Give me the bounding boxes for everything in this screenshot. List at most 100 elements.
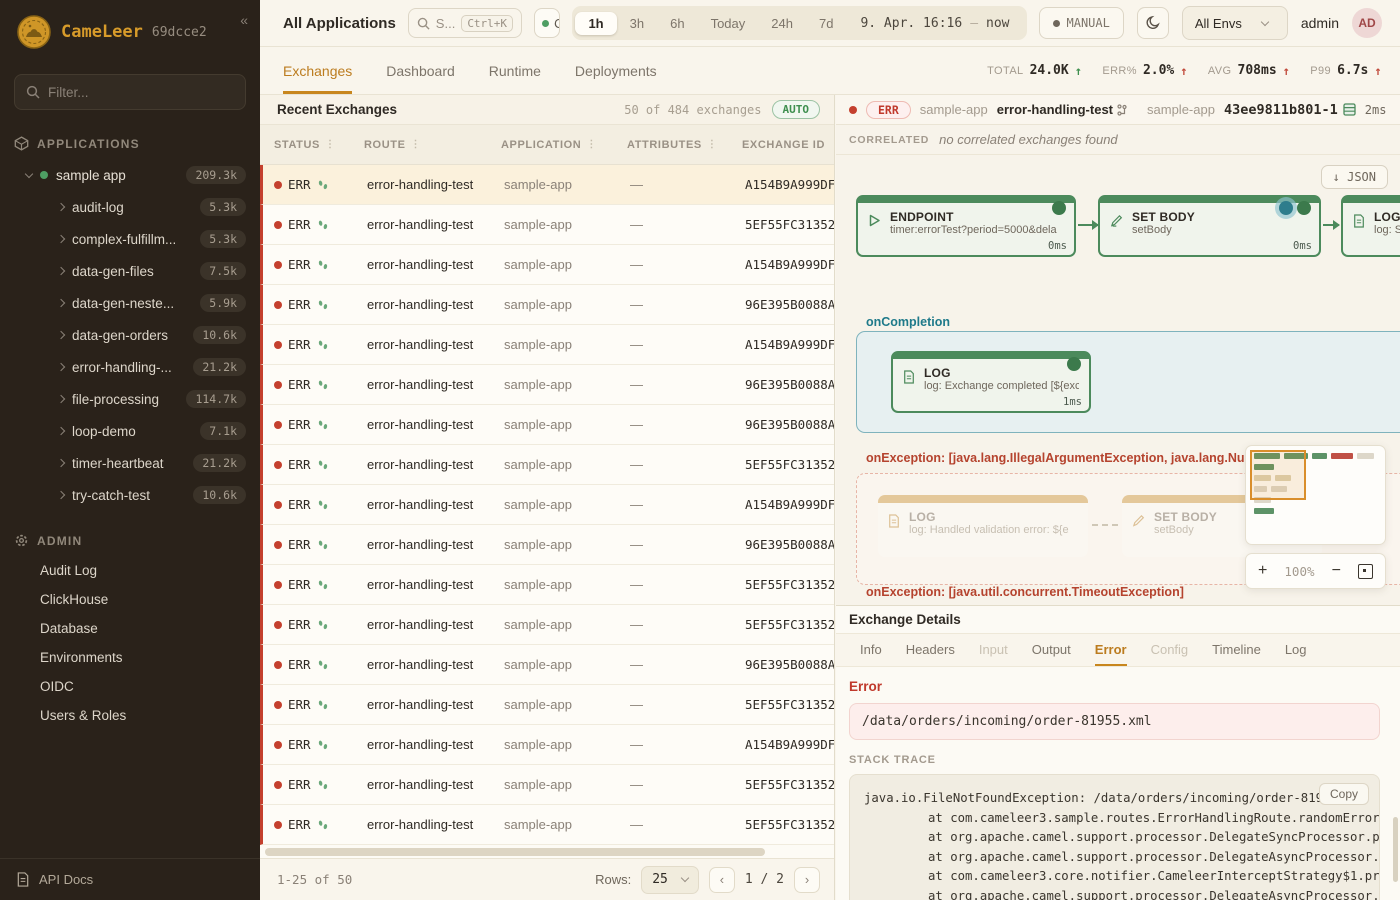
exchange-id-cell: 5EF55FC31352A xyxy=(745,577,834,592)
avatar[interactable]: AD xyxy=(1352,8,1382,38)
column-header-exchange-id[interactable]: EXCHANGE ID ⋮ xyxy=(728,139,834,151)
sidebar-route-item[interactable]: complex-fulfillm... 5.3k xyxy=(0,223,260,255)
time-range-6h[interactable]: 6h xyxy=(670,15,685,31)
time-range-7d[interactable]: 7d xyxy=(818,15,834,31)
rows-per-page-select[interactable]: 25 xyxy=(641,865,699,894)
dashed-connector xyxy=(1092,524,1118,526)
sidebar-item-audit-log[interactable]: Audit Log xyxy=(40,563,98,578)
fit-view-button[interactable] xyxy=(1357,563,1373,579)
live-label: O xyxy=(554,16,559,31)
detail-tab-headers[interactable]: Headers xyxy=(905,641,955,657)
live-status-button[interactable]: O xyxy=(534,8,561,38)
table-row[interactable]: ERR error-handling-test sample-app — A154B9A… xyxy=(260,725,834,765)
column-header-route[interactable]: ROUTE ⋮ xyxy=(350,139,487,151)
vertical-scrollbar[interactable] xyxy=(1393,817,1398,882)
environment-select[interactable]: All Envs xyxy=(1181,6,1288,40)
prev-page-button[interactable]: ‹ xyxy=(708,866,735,893)
table-row[interactable]: ERR error-handling-test sample-app — A154B9A… xyxy=(260,485,834,525)
manual-refresh-button[interactable]: MANUAL xyxy=(1038,7,1124,39)
table-row[interactable]: ERR error-handling-test sample-app — A154B9A… xyxy=(260,245,834,285)
sort-icon: ⋮ xyxy=(324,139,336,150)
node-log[interactable]: LOG log: Sta xyxy=(1341,195,1400,257)
sidebar-route-item[interactable]: data-gen-neste... 5.9k xyxy=(0,287,260,319)
error-dot xyxy=(274,540,282,549)
detail-tab-log[interactable]: Log xyxy=(1284,641,1307,657)
column-header-attributes[interactable]: ATTRIBUTES ⋮ xyxy=(613,139,728,151)
time-range-3h[interactable]: 3h xyxy=(629,15,645,31)
table-row[interactable]: ERR error-handling-test sample-app — 5EF55FC… xyxy=(260,605,834,645)
detail-tab-error[interactable]: Error xyxy=(1094,634,1127,666)
api-docs-link[interactable]: API Docs xyxy=(39,872,94,887)
search-input[interactable]: S... Ctrl+K xyxy=(407,8,523,38)
sidebar-item-sample-app[interactable]: sample app 209.3k xyxy=(0,159,260,191)
column-header-application[interactable]: APPLICATION ⋮ xyxy=(487,139,613,151)
table-row[interactable]: ERR error-handling-test sample-app — 5EF55FC… xyxy=(260,805,834,845)
sidebar-collapse-icon[interactable]: « xyxy=(240,12,248,28)
trend-arrow-icon: ↑ xyxy=(1180,63,1188,78)
tab-dashboard[interactable]: Dashboard xyxy=(386,62,455,79)
time-range-1h[interactable]: 1h xyxy=(575,11,617,35)
attributes-cell: — xyxy=(630,537,643,552)
exchange-id[interactable]: 43ee9811b801-1 xyxy=(1224,102,1356,118)
next-page-button[interactable]: › xyxy=(794,866,820,893)
route-cell: error-handling-test xyxy=(367,657,474,672)
diagram-minimap[interactable] xyxy=(1245,445,1386,545)
table-row[interactable]: ERR error-handling-test sample-app — A154B9A… xyxy=(260,325,834,365)
sidebar-route-item[interactable]: file-processing 114.7k xyxy=(0,383,260,415)
copy-button[interactable]: Copy xyxy=(1318,783,1369,805)
table-row[interactable]: ERR error-handling-test sample-app — 5EF55FC… xyxy=(260,765,834,805)
date-range[interactable]: 9. Apr. 16:16 — now xyxy=(846,16,1023,31)
sidebar-route-item[interactable]: data-gen-orders 10.6k xyxy=(0,319,260,351)
node-completion-log[interactable]: LOG log: Exchange completed [${exchan 1m… xyxy=(891,351,1091,413)
stack-trace-box[interactable]: Copy java.io.FileNotFoundException: /dat… xyxy=(849,774,1380,900)
status-label: ERR xyxy=(288,257,311,272)
dark-mode-toggle[interactable] xyxy=(1136,7,1169,39)
table-row[interactable]: ERR error-handling-test sample-app — 5EF55FC… xyxy=(260,445,834,485)
attributes-cell: — xyxy=(630,177,643,192)
tab-runtime[interactable]: Runtime xyxy=(488,62,541,79)
sidebar-item-clickhouse[interactable]: ClickHouse xyxy=(40,592,109,607)
sidebar-route-item[interactable]: data-gen-files 7.5k xyxy=(0,255,260,287)
table-row[interactable]: ERR error-handling-test sample-app — 5EF55FC… xyxy=(260,205,834,245)
detail-tab-timeline[interactable]: Timeline xyxy=(1212,641,1261,657)
detail-route-link[interactable]: error-handling-test xyxy=(997,102,1129,117)
zoom-out-button[interactable]: − xyxy=(1331,562,1341,579)
time-range-24h[interactable]: 24h xyxy=(771,15,793,31)
node-set-body[interactable]: SET BODY setBody 0ms xyxy=(1098,195,1321,257)
sidebar-route-item[interactable]: error-handling-... 21.2k xyxy=(0,351,260,383)
table-row[interactable]: ERR error-handling-test sample-app — 96E395B… xyxy=(260,525,834,565)
table-row[interactable]: ERR error-handling-test sample-app — 5EF55FC… xyxy=(260,565,834,605)
node-exception-log[interactable]: LOG log: Handled validation error: ${exc… xyxy=(878,495,1088,557)
tab-deployments[interactable]: Deployments xyxy=(574,62,657,79)
node-endpoint[interactable]: ENDPOINT timer:errorTest?period=5000&del… xyxy=(856,195,1076,257)
table-row[interactable]: ERR error-handling-test sample-app — 96E395B… xyxy=(260,285,834,325)
sidebar-item-database[interactable]: Database xyxy=(40,621,98,636)
detail-tab-info[interactable]: Info xyxy=(860,641,882,657)
detail-tab-output[interactable]: Output xyxy=(1031,641,1071,657)
sidebar-route-item[interactable]: loop-demo 7.1k xyxy=(0,415,260,447)
breakpoint-dot[interactable] xyxy=(1279,201,1293,215)
sidebar-route-item[interactable]: try-catch-test 10.6k xyxy=(0,479,260,511)
auto-refresh-badge[interactable]: AUTO xyxy=(771,100,820,119)
minimap-viewport[interactable] xyxy=(1250,450,1306,500)
error-dot xyxy=(849,105,857,114)
table-row[interactable]: ERR error-handling-test sample-app — 96E395B… xyxy=(260,645,834,685)
column-header-status[interactable]: STATUS ⋮ xyxy=(260,139,350,151)
sidebar-item-oidc[interactable]: OIDC xyxy=(40,679,74,694)
table-row[interactable]: ERR error-handling-test sample-app — 96E395B… xyxy=(260,365,834,405)
route-diagram-canvas[interactable]: ↓ JSON ENDPOINT timer:errorTest?period=5… xyxy=(836,155,1400,605)
table-row[interactable]: ERR error-handling-test sample-app — 96E395B… xyxy=(260,405,834,445)
applications-header-label: APPLICATIONS xyxy=(37,136,140,151)
zoom-in-button[interactable]: + xyxy=(1258,562,1268,579)
horizontal-scrollbar[interactable] xyxy=(265,848,765,856)
sidebar-route-item[interactable]: timer-heartbeat 21.2k xyxy=(0,447,260,479)
table-row[interactable]: ERR error-handling-test sample-app — A154B9A… xyxy=(260,165,834,205)
table-row[interactable]: ERR error-handling-test sample-app — 5EF55FC… xyxy=(260,685,834,725)
sidebar-item-environments[interactable]: Environments xyxy=(40,650,123,665)
tab-exchanges[interactable]: Exchanges xyxy=(283,47,353,94)
time-range-today[interactable]: Today xyxy=(710,15,746,31)
sidebar-filter-input[interactable]: Filter... xyxy=(14,74,246,110)
download-json-button[interactable]: ↓ JSON xyxy=(1320,165,1388,189)
sidebar-route-item[interactable]: audit-log 5.3k xyxy=(0,191,260,223)
sidebar-item-users-roles[interactable]: Users & Roles xyxy=(40,708,127,723)
